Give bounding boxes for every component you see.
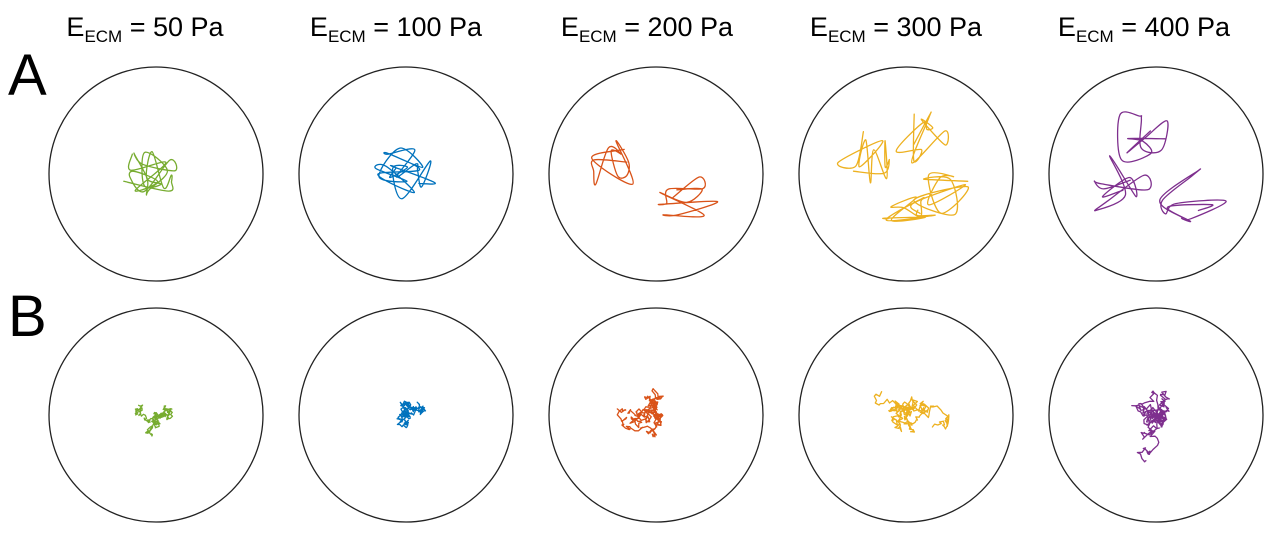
trajectory-a-4-4 bbox=[895, 111, 950, 164]
trajectory-b-4-3 bbox=[873, 391, 912, 433]
arena-a-1 bbox=[48, 66, 264, 282]
arena-b-1 bbox=[48, 307, 264, 523]
trajectory-b-5-4 bbox=[1143, 412, 1168, 428]
column-title-2: EECM = 100 Pa bbox=[310, 12, 483, 46]
trajectory-b-4-4 bbox=[904, 405, 950, 430]
arena-a-2 bbox=[298, 66, 514, 282]
arena-b-2 bbox=[298, 307, 514, 523]
arena-b-4 bbox=[798, 307, 1014, 523]
trajectory-a-4-3 bbox=[836, 130, 890, 184]
trajectory-a-4-1 bbox=[910, 172, 969, 216]
column-title-4: EECM = 300 Pa bbox=[810, 12, 983, 46]
panel-label-a: A bbox=[8, 43, 47, 108]
column-title-1: EECM = 50 Pa bbox=[66, 12, 224, 46]
arena-a-4 bbox=[798, 66, 1014, 282]
tracks-layer bbox=[123, 111, 1227, 463]
column-title-5: EECM = 400 Pa bbox=[1058, 12, 1231, 46]
column-title-3: EECM = 200 Pa bbox=[561, 12, 734, 46]
arena-a-5 bbox=[1048, 66, 1264, 282]
trajectory-a-3-2 bbox=[590, 140, 634, 186]
trajectory-a-2-1 bbox=[374, 147, 436, 200]
trajectory-a-5-1 bbox=[1159, 168, 1227, 223]
arena-b-5 bbox=[1048, 307, 1264, 523]
trajectory-a-1-1 bbox=[123, 151, 178, 196]
trajectory-b-2-4 bbox=[396, 411, 411, 429]
trajectory-b-3-2 bbox=[616, 408, 663, 438]
trajectory-a-5-2 bbox=[1093, 155, 1152, 212]
trajectory-b-2-3 bbox=[399, 400, 422, 420]
panel-label-b: B bbox=[8, 284, 47, 349]
arena-b-3 bbox=[548, 307, 764, 523]
arena-a-3 bbox=[548, 66, 764, 282]
trajectory-b-1-4 bbox=[134, 404, 158, 424]
trajectory-b-3-4 bbox=[627, 405, 658, 429]
trajectory-a-5-3 bbox=[1116, 111, 1169, 163]
trajectory-b-1-3 bbox=[153, 405, 174, 421]
trajectory-a-3-1 bbox=[657, 176, 719, 218]
trajectory-a-4-2 bbox=[882, 196, 936, 222]
